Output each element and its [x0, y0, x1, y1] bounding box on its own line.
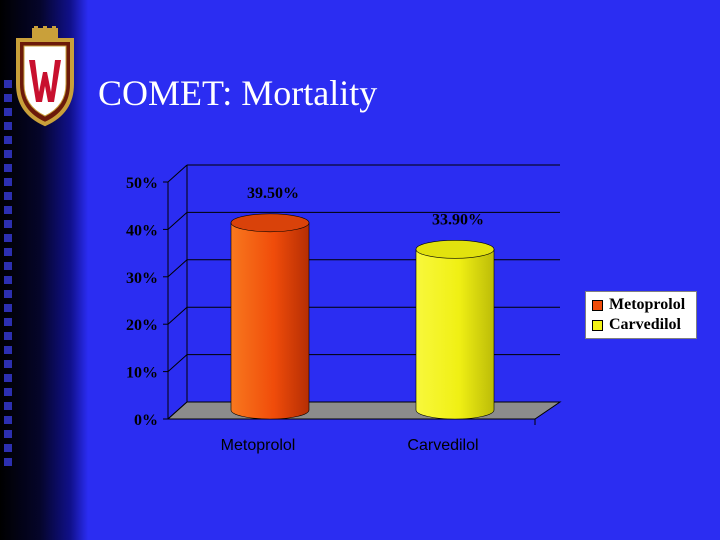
decorative-square: [4, 234, 12, 242]
decorative-square: [4, 416, 12, 424]
chart-grid: [167, 164, 560, 420]
chart-floor: [166, 401, 562, 420]
decorative-square: [4, 402, 12, 410]
decorative-square: [4, 304, 12, 312]
bar-top: [415, 240, 495, 259]
slide-title: COMET: Mortality: [98, 73, 378, 113]
data-label: 33.90%: [432, 211, 484, 228]
decorative-square: [4, 388, 12, 396]
y-tick-label: 0%: [134, 412, 158, 429]
decorative-square: [4, 192, 12, 200]
chart-bars: [230, 213, 495, 420]
legend-swatch-metoprolol: [592, 299, 603, 311]
decorative-square: [4, 248, 12, 256]
decorative-square: [4, 80, 12, 88]
bar-top: [230, 213, 310, 233]
data-label: 39.50%: [247, 185, 299, 202]
chart-labels: 0% 10% 20% 30% 40% 50% 39.50% Metoprolol 33.90% C…: [126, 175, 484, 454]
decorative-square: [4, 318, 12, 326]
y-tick-label: 10%: [126, 365, 158, 382]
chart-legend: Metoprolol Carvedilol: [585, 291, 697, 339]
bar-carvedilol: [415, 240, 495, 420]
decorative-square: [4, 290, 12, 298]
y-tick-label: 40%: [126, 222, 158, 239]
decorative-square: [4, 178, 12, 186]
chart-axes: [163, 165, 562, 425]
gridline-side: [167, 259, 188, 278]
gridline-side: [167, 212, 188, 230]
decorative-square: [4, 374, 12, 382]
gridline-side: [167, 354, 188, 372]
y-tick-label: 20%: [126, 317, 158, 334]
x-tick-label: Carvedilol: [407, 437, 478, 454]
university-crest-logo: [16, 26, 74, 127]
decorative-square: [4, 108, 12, 116]
bar-metoprolol: [230, 213, 310, 420]
decorative-square: [4, 122, 12, 130]
legend-item-metoprolol: Metoprolol: [592, 295, 696, 315]
decorative-square: [4, 94, 12, 102]
bar-body: [415, 249, 495, 420]
decorative-square: [4, 346, 12, 354]
legend-label-metoprolol: Metoprolol: [609, 296, 686, 313]
decorative-square: [4, 150, 12, 158]
decorative-square: [4, 276, 12, 284]
decorative-square: [4, 262, 12, 270]
decorative-square: [4, 164, 12, 172]
decorative-square: [4, 458, 12, 466]
decorative-square: [4, 220, 12, 228]
decorative-square: [4, 430, 12, 438]
x-tick-label: Metoprolol: [221, 437, 296, 454]
decorative-square: [4, 332, 12, 340]
y-tick-label: 30%: [126, 270, 158, 287]
decorative-square: [4, 444, 12, 452]
decorative-square: [4, 136, 12, 144]
decorative-square: [4, 206, 12, 214]
legend-item-carvedilol: Carvedilol: [592, 315, 696, 335]
legend-swatch-carvedilol: [592, 319, 603, 331]
gridline-side: [167, 306, 188, 325]
decorative-square: [4, 360, 12, 368]
legend-label-carvedilol: Carvedilol: [609, 316, 681, 333]
gridline-side: [167, 164, 188, 183]
bar-body: [230, 222, 310, 420]
y-tick-label: 50%: [126, 175, 158, 192]
